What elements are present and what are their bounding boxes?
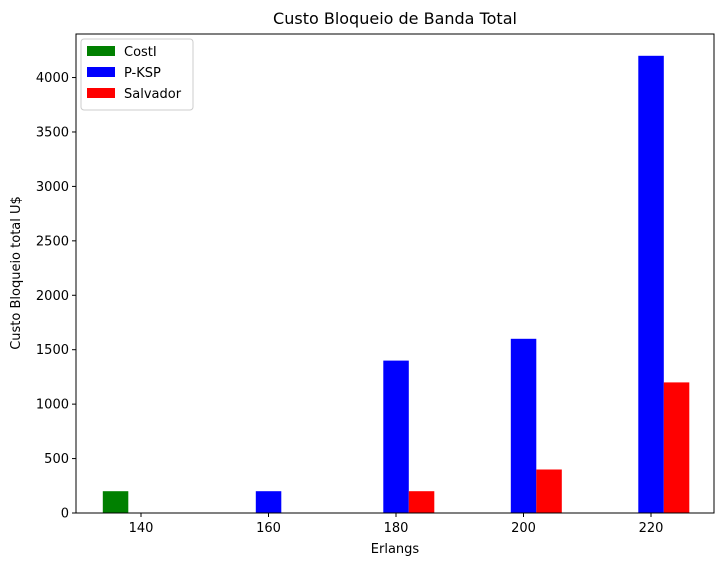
y-tick-label: 1500 xyxy=(36,343,69,358)
y-tick-label: 3000 xyxy=(36,180,69,195)
bar-salvador-220 xyxy=(663,382,690,513)
bar-p-ksp-200 xyxy=(510,338,537,513)
y-tick-label: 1000 xyxy=(36,398,69,413)
x-tick-label: 160 xyxy=(256,521,281,536)
legend-label: CostI xyxy=(124,45,157,60)
y-axis-label: Custo Bloqueio total U$ xyxy=(9,196,24,350)
legend-swatch xyxy=(87,88,115,98)
x-axis-ticks: 140 160 180 200 220 xyxy=(129,513,664,536)
y-tick-label: 0 xyxy=(61,507,69,522)
y-tick-label: 4000 xyxy=(36,71,69,86)
y-tick-label: 2000 xyxy=(36,289,69,304)
bar-p-ksp-180 xyxy=(383,360,409,513)
bar-salvador-180 xyxy=(408,491,435,513)
y-tick-label: 3500 xyxy=(36,125,69,140)
y-axis-ticks: 0 500 1000 1500 2000 2500 3000 3500 4000 xyxy=(36,71,76,522)
legend-label: Salvador xyxy=(124,87,182,102)
plot-frame xyxy=(75,33,715,514)
chart-title: Custo Bloqueio de Banda Total xyxy=(273,9,517,28)
y-tick-label: 2500 xyxy=(36,234,69,249)
bars-group xyxy=(102,55,690,514)
x-tick-label: 180 xyxy=(384,521,409,536)
legend-label: P-KSP xyxy=(124,66,161,81)
legend-swatch xyxy=(87,67,115,77)
x-tick-label: 140 xyxy=(129,521,154,536)
y-tick-label: 500 xyxy=(44,452,69,467)
bar-p-ksp-160 xyxy=(255,491,282,513)
x-tick-label: 200 xyxy=(511,521,536,536)
bar-salvador-200 xyxy=(536,469,562,513)
x-axis-label: Erlangs xyxy=(371,542,420,557)
legend-swatch xyxy=(87,46,115,56)
x-tick-label: 220 xyxy=(639,521,664,536)
legend: CostI P-KSP Salvador xyxy=(80,38,194,111)
bar-p-ksp-220 xyxy=(638,55,664,514)
bar-costi-140 xyxy=(102,491,129,513)
